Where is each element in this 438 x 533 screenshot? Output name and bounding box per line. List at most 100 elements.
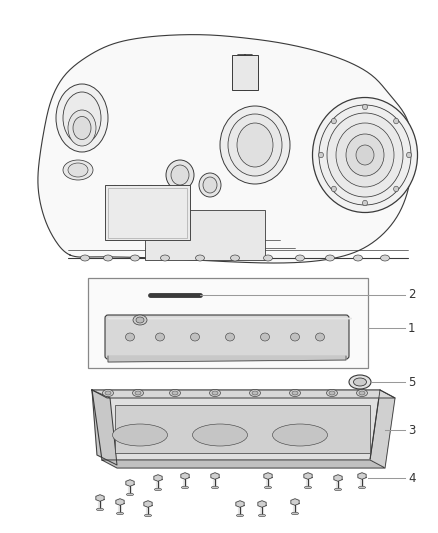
Ellipse shape [127, 493, 134, 496]
Ellipse shape [358, 486, 366, 489]
Polygon shape [211, 473, 219, 479]
Ellipse shape [250, 390, 261, 397]
Ellipse shape [315, 333, 325, 341]
Ellipse shape [63, 160, 93, 180]
Text: 1: 1 [408, 321, 416, 335]
Ellipse shape [191, 333, 199, 341]
Text: 2: 2 [408, 288, 416, 302]
Ellipse shape [102, 390, 113, 397]
Ellipse shape [155, 488, 162, 491]
Ellipse shape [346, 134, 384, 176]
Ellipse shape [265, 486, 272, 489]
Ellipse shape [292, 391, 298, 395]
Ellipse shape [195, 255, 205, 261]
Ellipse shape [170, 390, 180, 397]
Text: 4: 4 [408, 472, 416, 484]
Polygon shape [102, 460, 385, 468]
Ellipse shape [319, 105, 411, 205]
Ellipse shape [332, 118, 336, 124]
Ellipse shape [105, 391, 111, 395]
Ellipse shape [212, 391, 218, 395]
Ellipse shape [258, 514, 265, 516]
Polygon shape [92, 390, 395, 398]
Ellipse shape [220, 106, 290, 184]
Text: 5: 5 [408, 376, 415, 389]
Bar [88, 278, 368, 368]
Polygon shape [144, 500, 152, 507]
Ellipse shape [357, 390, 367, 397]
Ellipse shape [332, 186, 336, 192]
Ellipse shape [237, 514, 244, 516]
Ellipse shape [117, 512, 124, 515]
Ellipse shape [199, 173, 221, 197]
Ellipse shape [363, 200, 367, 206]
Ellipse shape [103, 255, 113, 261]
Ellipse shape [68, 163, 88, 177]
Ellipse shape [172, 391, 178, 395]
Ellipse shape [136, 317, 144, 323]
Ellipse shape [363, 104, 367, 110]
Ellipse shape [318, 152, 324, 158]
Ellipse shape [237, 123, 273, 167]
Ellipse shape [135, 391, 141, 395]
Bar [108, 188, 187, 238]
Ellipse shape [335, 488, 342, 491]
Polygon shape [304, 473, 312, 479]
Polygon shape [334, 475, 342, 481]
Ellipse shape [326, 390, 338, 397]
Ellipse shape [113, 424, 167, 446]
Ellipse shape [252, 391, 258, 395]
Ellipse shape [296, 255, 304, 261]
Ellipse shape [192, 424, 247, 446]
Ellipse shape [226, 333, 234, 341]
Ellipse shape [381, 255, 389, 261]
Ellipse shape [261, 333, 269, 341]
Ellipse shape [212, 486, 219, 489]
Ellipse shape [353, 378, 367, 386]
Ellipse shape [290, 333, 300, 341]
Polygon shape [116, 499, 124, 505]
Ellipse shape [126, 333, 134, 341]
Ellipse shape [228, 114, 282, 176]
Ellipse shape [359, 391, 365, 395]
Polygon shape [358, 473, 366, 479]
Polygon shape [92, 390, 380, 460]
Polygon shape [38, 35, 413, 263]
Polygon shape [236, 500, 244, 507]
Bar [115, 405, 370, 453]
Text: 3: 3 [408, 424, 415, 437]
Ellipse shape [73, 117, 91, 140]
Ellipse shape [353, 255, 363, 261]
Polygon shape [291, 499, 299, 505]
Polygon shape [154, 475, 162, 481]
Ellipse shape [356, 145, 374, 165]
FancyBboxPatch shape [105, 315, 349, 359]
Ellipse shape [312, 98, 417, 213]
Bar [105, 185, 190, 240]
Polygon shape [96, 495, 104, 501]
Ellipse shape [325, 255, 335, 261]
Ellipse shape [304, 486, 311, 489]
Ellipse shape [327, 113, 403, 197]
Ellipse shape [181, 486, 188, 489]
Ellipse shape [63, 92, 101, 144]
Polygon shape [264, 473, 272, 479]
Ellipse shape [406, 152, 411, 158]
Polygon shape [126, 480, 134, 486]
Ellipse shape [145, 514, 152, 516]
Ellipse shape [394, 118, 399, 124]
Ellipse shape [349, 375, 371, 389]
Polygon shape [181, 473, 189, 479]
Ellipse shape [166, 160, 194, 190]
Ellipse shape [290, 390, 300, 397]
Ellipse shape [131, 255, 139, 261]
Ellipse shape [209, 390, 220, 397]
Ellipse shape [336, 123, 394, 187]
Ellipse shape [171, 165, 189, 185]
Ellipse shape [160, 255, 170, 261]
Ellipse shape [133, 390, 144, 397]
Bar [232, 55, 258, 90]
Ellipse shape [68, 110, 96, 146]
Ellipse shape [81, 255, 89, 261]
Bar [145, 210, 265, 260]
